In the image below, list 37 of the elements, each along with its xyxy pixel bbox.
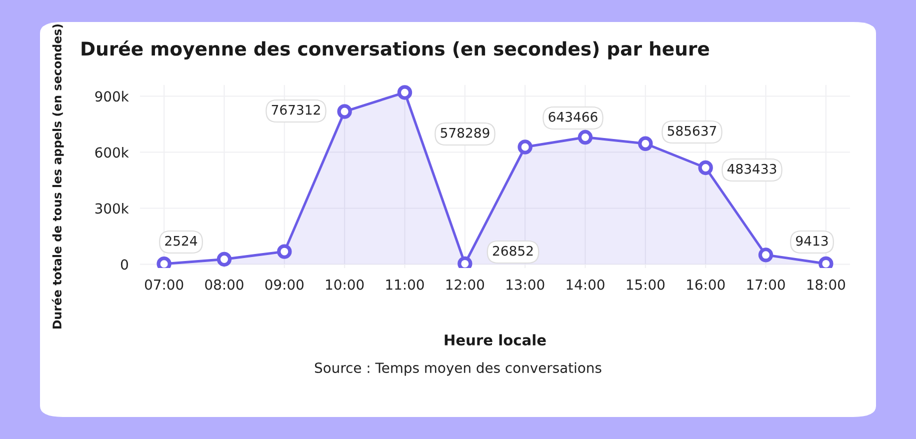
source-note: Source : Temps moyen des conversations	[314, 362, 602, 376]
annotation: 483433	[727, 164, 776, 174]
point	[518, 140, 532, 154]
x-tick-label: 11:00	[386, 279, 424, 290]
x-tick-label: 16:00	[687, 279, 725, 290]
point	[698, 160, 713, 176]
point	[758, 248, 774, 262]
annotation: 26852	[492, 246, 533, 256]
annotation: 643466	[548, 112, 598, 122]
point	[337, 104, 352, 119]
x-tick-label: 08:00	[205, 279, 244, 290]
x-tick-label: 12:00	[446, 279, 484, 290]
x-tick-label: 13:00	[506, 279, 544, 290]
x-tick-label: 09:00	[265, 279, 304, 290]
y-tick-label: 600k	[95, 146, 129, 158]
x-tick-label: 18:00	[807, 279, 846, 290]
annotation: 9413	[796, 236, 828, 246]
x-tick-label: 15:00	[626, 279, 665, 290]
y-tick-label: 300k	[95, 202, 129, 214]
point	[638, 136, 653, 151]
point	[578, 130, 593, 145]
x-tick-label: 07:00	[144, 279, 184, 290]
annotation: 578289	[440, 128, 490, 138]
annotation: 2524	[165, 236, 198, 246]
y-axis-title: Durée totale de tous les appels (en secondes)	[52, 24, 64, 328]
point	[216, 252, 232, 267]
x-axis-title: Heure locale	[444, 334, 546, 346]
point	[277, 244, 292, 259]
x-tick-label: 17:00	[747, 279, 785, 290]
y-tick-label: 0	[120, 259, 128, 270]
x-tick-label: 10:00	[326, 279, 364, 290]
point	[397, 85, 412, 100]
y-tick-label: 900k	[95, 90, 129, 102]
annotation: 585637	[668, 126, 716, 136]
x-tick-label: 14:00	[566, 279, 604, 290]
chart-title: Durée moyenne des conversations (en secondes) par heure	[82, 40, 709, 60]
annotation: 767312	[272, 104, 320, 115]
